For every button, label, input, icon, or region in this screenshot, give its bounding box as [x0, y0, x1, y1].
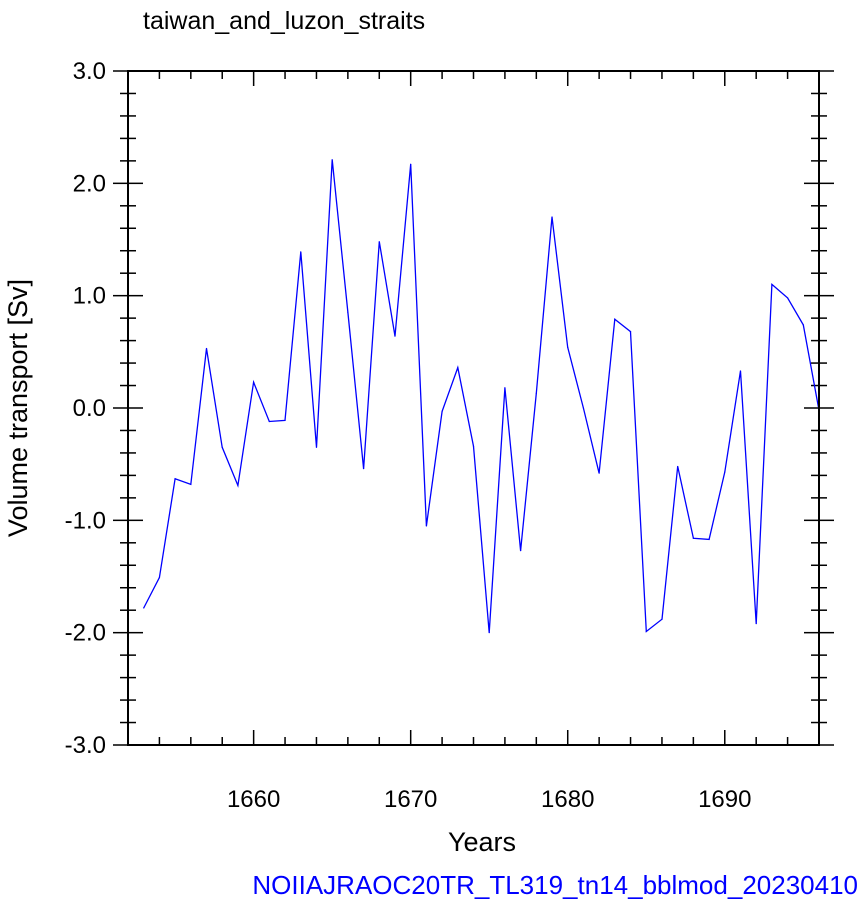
- data-point: [347, 311, 349, 314]
- data-point: [457, 366, 459, 369]
- data-point: [315, 446, 318, 448]
- axis-ticks: [113, 70, 834, 746]
- x-axis-label: Years: [448, 827, 516, 857]
- data-point: [221, 446, 223, 448]
- series-line: [143, 159, 820, 633]
- data-point: [410, 163, 412, 165]
- data-point: [237, 484, 239, 487]
- data-point: [614, 318, 616, 320]
- data-point: [629, 331, 632, 333]
- data-point: [205, 347, 208, 350]
- y-tick-label: 3.0: [73, 58, 106, 85]
- data-point: [802, 324, 804, 326]
- data-point: [708, 538, 710, 541]
- data-point: [190, 483, 192, 485]
- data-point: [362, 468, 365, 470]
- series-points: [143, 159, 820, 634]
- plot-frame: [127, 70, 820, 746]
- data-point: [692, 537, 694, 539]
- y-tick-label: -3.0: [65, 732, 106, 759]
- data-point: [174, 478, 176, 480]
- y-tick-label: -1.0: [65, 507, 106, 534]
- data-point: [582, 407, 585, 409]
- data-point: [535, 392, 537, 394]
- chart-title: taiwan_and_luzon_straits: [143, 7, 425, 35]
- data-point: [331, 159, 333, 161]
- data-point: [755, 623, 757, 625]
- data-point: [739, 370, 742, 372]
- data-point: [425, 525, 427, 527]
- data-point: [504, 387, 506, 389]
- data-point: [520, 550, 522, 552]
- data-point: [724, 471, 726, 473]
- y-tick-label: 2.0: [73, 170, 106, 197]
- x-tick-labels: 1660 1670 1680 1690: [227, 786, 752, 813]
- x-tick-label: 1660: [227, 786, 280, 813]
- y-tick-label: 1.0: [73, 283, 106, 310]
- data-point: [645, 630, 647, 633]
- data-point: [598, 472, 600, 474]
- data-point: [143, 607, 145, 609]
- data-point: [394, 335, 396, 337]
- y-axis-label: Volume transport [Sv]: [3, 279, 33, 537]
- data-point: [786, 297, 789, 299]
- y-tick-label: -2.0: [65, 620, 106, 647]
- data-point: [378, 241, 380, 243]
- x-tick-label: 1670: [384, 786, 437, 813]
- data-point: [158, 577, 161, 579]
- data-point: [268, 420, 270, 423]
- data-point: [300, 251, 302, 253]
- data-point: [488, 632, 490, 634]
- data-point: [472, 445, 475, 447]
- y-tick-label: 0.0: [73, 395, 106, 422]
- data-point: [284, 419, 286, 421]
- x-tick-label: 1680: [541, 786, 594, 813]
- y-tick-labels: -3.0 -2.0 -1.0 0.0 1.0 2.0 3.0: [65, 58, 106, 759]
- data-point: [661, 618, 663, 620]
- data-point: [567, 346, 569, 348]
- data-point: [771, 283, 773, 286]
- footer-caption: NOIIAJRAOC20TR_TL319_tn14_bblmod_2023041…: [252, 870, 858, 900]
- data-point: [441, 410, 443, 412]
- data-point: [253, 381, 255, 383]
- data-point: [677, 465, 679, 468]
- data-point: [551, 216, 553, 218]
- x-tick-label: 1690: [698, 786, 751, 813]
